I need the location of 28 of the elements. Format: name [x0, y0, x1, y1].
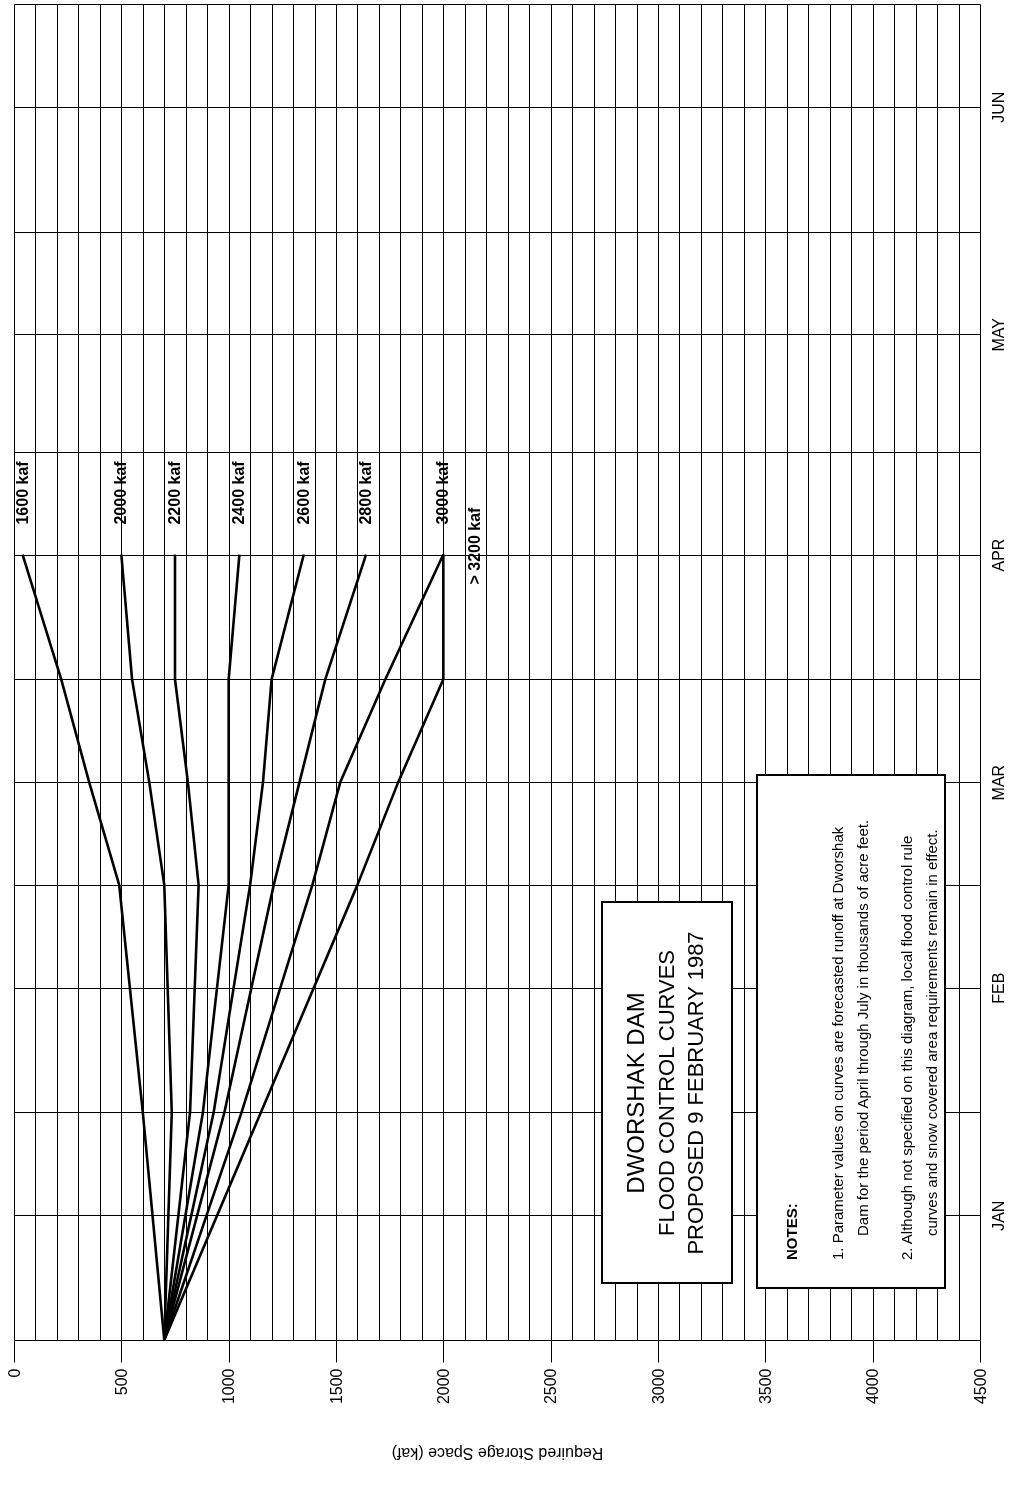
text: 2800 kaf: [357, 460, 375, 525]
x-tick-label: 1500: [327, 1368, 345, 1405]
x-tick-label: 500: [112, 1368, 130, 1396]
annotation: 1. Parameter values on curves are forecasted runoff at Dworshak Dam for the period April through July in thousands of acre feet.: [829, 819, 871, 1260]
x-tick-label: 2000: [434, 1368, 452, 1405]
text: > 3200 kaf: [466, 506, 484, 585]
x-tick-label: 3000: [649, 1368, 667, 1405]
x-axis-title: Required Storage Space (kaf): [391, 1444, 604, 1462]
text: 2400 kaf: [230, 460, 248, 525]
x-tick-label: 4500: [971, 1368, 989, 1405]
x-tick-label: 3500: [756, 1368, 774, 1405]
y-tick-label: MAR: [989, 764, 1007, 801]
y-tick-label: APR: [989, 538, 1007, 572]
y-tick-label: JUN: [989, 91, 1007, 123]
text: DWORSHAK DAM: [622, 992, 649, 1194]
x-tick-label: 1000: [220, 1368, 238, 1405]
text: 2600 kaf: [294, 460, 312, 525]
annotation: 2. Although not specified on this diagram, local flood control rule curves and snow covered area requirements remain in effect.: [898, 829, 940, 1260]
text: 1600 kaf: [13, 460, 31, 525]
x-tick-label: 4000: [864, 1368, 882, 1405]
x-tick-label: 0: [5, 1368, 23, 1378]
text: 2200 kaf: [166, 460, 183, 525]
y-tick-label: FEB: [989, 972, 1007, 1004]
text: FLOOD CONTROL CURVES PROPOSED 9 FEBRUARY 1987: [654, 931, 708, 1255]
x-tick-label: 2500: [542, 1368, 560, 1405]
y-tick-label: MAY: [989, 317, 1007, 352]
annotation: NOTES:: [783, 1203, 800, 1260]
y-tick-label: JAN: [989, 1200, 1007, 1231]
